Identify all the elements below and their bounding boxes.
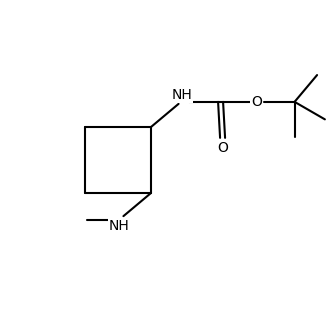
Text: NH: NH: [171, 88, 192, 102]
Text: O: O: [251, 95, 262, 109]
Text: NH: NH: [109, 219, 130, 233]
Text: O: O: [217, 141, 228, 155]
